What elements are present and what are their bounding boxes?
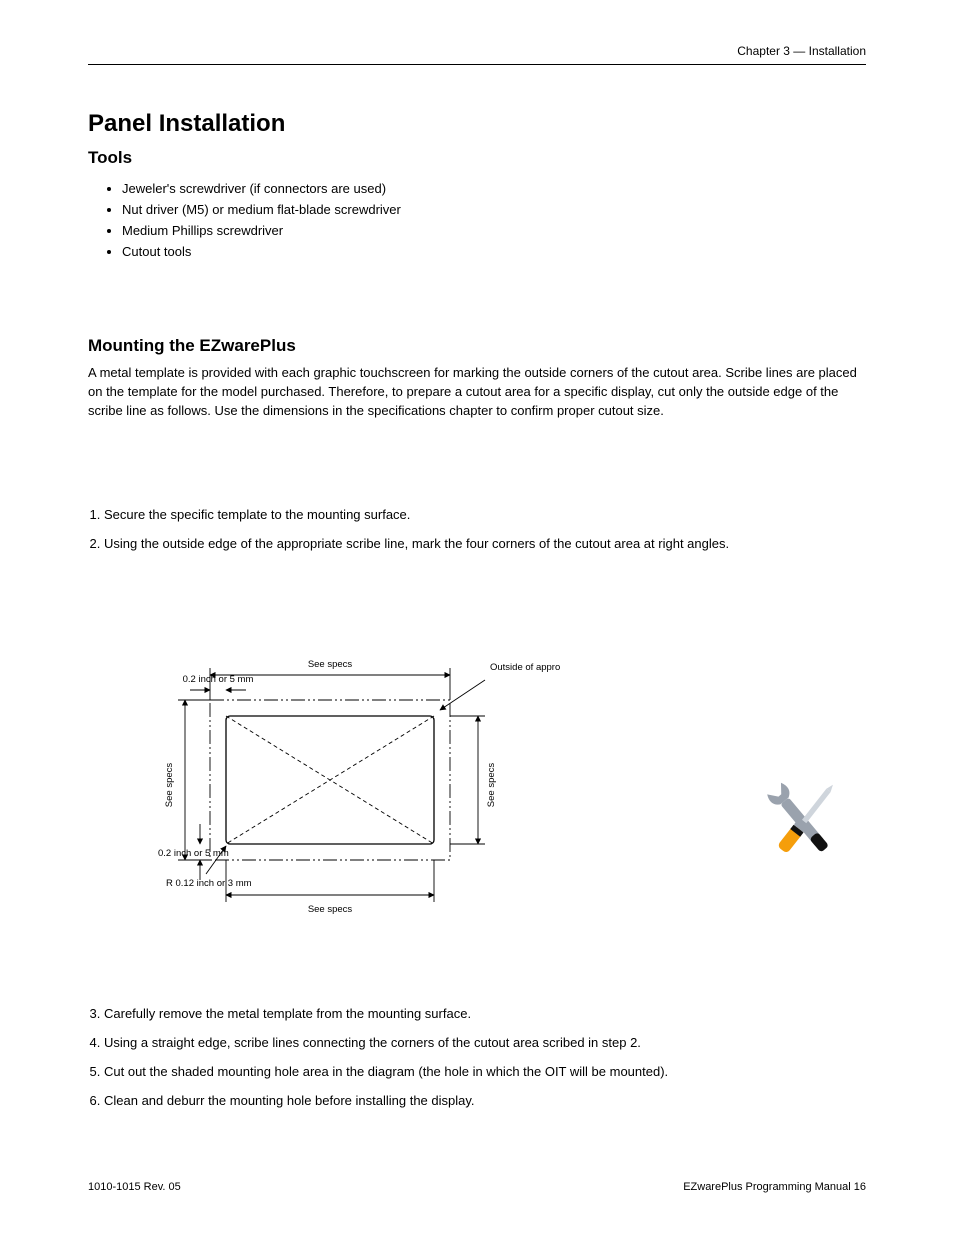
mounting-heading: Mounting the EZwarePlus [88,336,296,356]
steps-part2: Carefully remove the metal template from… [104,1005,864,1120]
dim-radius: R 0.12 inch or 3 mm [166,878,252,889]
list-item: Medium Phillips screwdriver [122,222,864,241]
dim-gap-h: 0.2 inch or 5 mm [183,674,254,685]
list-item: Jeweler's screwdriver (if connectors are… [122,180,864,199]
header-right: Chapter 3 — Installation [737,44,866,58]
footer-left: 1010-1015 Rev. 05 [88,1181,181,1193]
mounting-paragraph: A metal template is provided with each g… [88,364,866,421]
footer-right: EZwarePlus Programming Manual 16 [683,1181,866,1193]
list-item: Nut driver (M5) or medium flat-blade scr… [122,201,864,220]
tools-heading: Tools [88,148,132,168]
list-item: Clean and deburr the mounting hole befor… [104,1092,864,1111]
list-item: Secure the specific template to the moun… [104,506,864,525]
callout-outside-scribe: Outside of appropriate scribe line [490,662,560,673]
top-rule [88,64,866,65]
section-title: Panel Installation [88,110,285,138]
list-item: Using the outside edge of the appropriat… [104,535,864,554]
tools-bullets: Jeweler's screwdriver (if connectors are… [104,180,864,263]
tools-icon [758,778,848,868]
list-item: Cutout tools [122,243,864,262]
dim-bottom: See specs [308,904,353,915]
dim-top: See specs [308,659,353,670]
dim-left: See specs [164,763,175,808]
dim-right: See specs [486,763,497,808]
list-item: Carefully remove the metal template from… [104,1005,864,1024]
steps-part1: Secure the specific template to the moun… [104,506,864,564]
cutout-diagram: See specs See specs See specs See specs … [140,620,560,960]
list-item: Cut out the shaded mounting hole area in… [104,1063,864,1082]
list-item: Using a straight edge, scribe lines conn… [104,1034,864,1053]
